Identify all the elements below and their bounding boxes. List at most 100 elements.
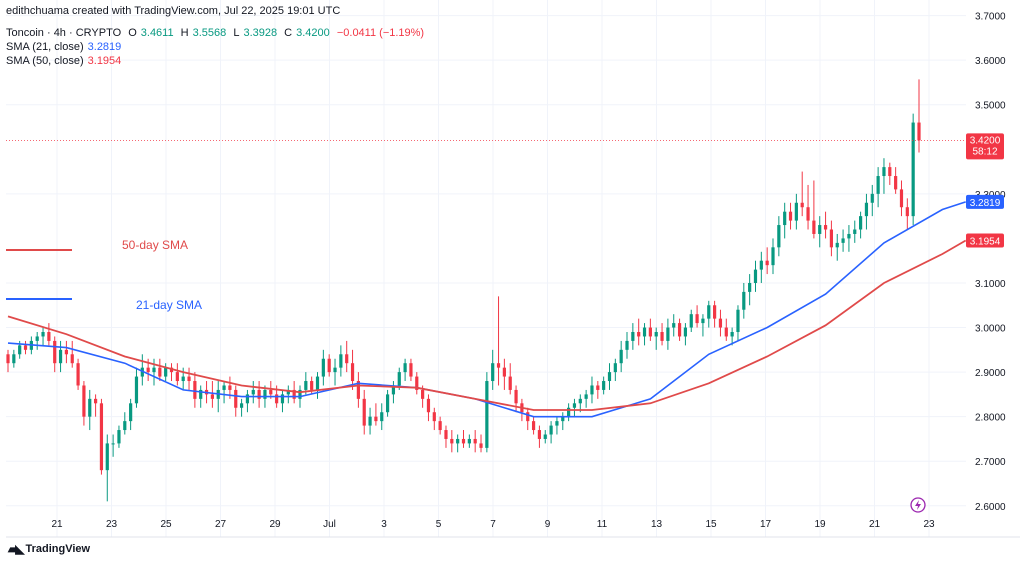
candle-body — [771, 247, 775, 266]
candle-body — [567, 407, 571, 417]
candle-body — [590, 385, 594, 395]
candle-body — [496, 363, 501, 368]
candle-body — [263, 389, 267, 399]
candle-body — [82, 385, 86, 417]
candle-body — [239, 403, 244, 408]
x-tick-label: 19 — [814, 519, 826, 530]
candle-body — [823, 225, 828, 230]
candle-body — [531, 421, 536, 431]
x-tick-label: 27 — [215, 519, 227, 530]
flash-icon[interactable] — [910, 497, 926, 513]
candle-body — [788, 211, 793, 221]
y-tick-label: 2.7000 — [975, 457, 1006, 468]
candle-body — [835, 242, 839, 248]
candle-body — [450, 438, 454, 444]
candle-body — [654, 332, 658, 337]
candle-body — [12, 354, 16, 364]
candle-body — [134, 376, 139, 404]
candle-body — [345, 354, 349, 364]
x-tick-label: 15 — [705, 519, 717, 530]
candle-body — [152, 367, 156, 373]
candle-body — [292, 389, 296, 399]
candle-body — [199, 389, 203, 399]
candle-body — [6, 354, 10, 364]
high-value: 3.5568 — [192, 27, 227, 39]
x-tick-label: 29 — [269, 519, 281, 530]
sma21-legend[interactable]: SMA (21, close) 3.2819 — [6, 41, 125, 53]
y-tick-label: 3.6000 — [975, 56, 1006, 67]
candle-body — [514, 389, 518, 404]
candle-body — [888, 167, 892, 177]
candle-body — [175, 372, 179, 382]
high-label: H — [180, 27, 189, 39]
candle-body — [555, 421, 559, 426]
x-tick-label: 5 — [436, 519, 442, 530]
candle-body — [882, 167, 886, 177]
candle-body — [607, 372, 612, 382]
sma50-legend-label: SMA (50, close) — [6, 55, 84, 67]
candle-body — [899, 189, 904, 208]
sma50-legend[interactable]: SMA (50, close) 3.1954 — [6, 55, 125, 67]
time-axis[interactable]: 21 23 25 27 29 Jul 3 5 7 9 11 13 15 17 19 21 23 — [6, 519, 1020, 538]
candle-body — [718, 318, 723, 328]
price-labels: 3.4200 58:12 3.2819 3.1954 — [6, 133, 1004, 248]
creator-text: edithchuama created with TradingView.com… — [6, 5, 341, 17]
creator-line: edithchuama created with TradingView.com… — [6, 5, 344, 17]
candle-body — [193, 381, 197, 399]
candle-body — [859, 216, 863, 230]
candle-body — [438, 421, 442, 431]
candle-body — [339, 354, 343, 368]
price-axis-bg — [966, 0, 1024, 537]
candle-body — [129, 403, 133, 422]
last-price-value: 3.4200 — [970, 135, 1001, 146]
tradingview-logo-text: TradingView — [25, 543, 91, 555]
candle-body — [105, 443, 109, 471]
candle-body — [88, 398, 92, 417]
candle-body — [683, 327, 688, 337]
candle-body — [794, 202, 798, 221]
y-tick-label: 2.6000 — [975, 502, 1006, 513]
candle-body — [537, 430, 542, 439]
candle-body — [672, 323, 676, 328]
chart-grid — [6, 0, 966, 537]
y-tick-label: 3.7000 — [975, 12, 1006, 23]
sma50-legend-value: 3.1954 — [87, 55, 122, 67]
candle-body — [35, 336, 39, 341]
candle-body — [117, 430, 121, 444]
candle-body — [467, 438, 471, 444]
candle-body — [368, 416, 372, 426]
candle-body — [362, 398, 366, 426]
candle-body — [847, 233, 851, 239]
tradingview-logo[interactable]: ▰◣ TradingView — [8, 542, 90, 556]
candle-body — [432, 412, 436, 422]
x-tick-label: 21 — [51, 519, 63, 530]
candle-body — [426, 398, 431, 413]
candle-body — [146, 367, 150, 373]
sma21-price-value: 3.2819 — [970, 198, 1001, 209]
candle-body — [561, 416, 565, 422]
candle-body — [47, 332, 51, 341]
sma21-price-badge — [966, 194, 1004, 209]
candle-body — [742, 291, 746, 310]
candle-body — [286, 389, 290, 395]
candle-body — [23, 345, 28, 350]
symbol-label[interactable]: Toncoin · 4h · CRYPTO — [6, 27, 122, 39]
price-axis[interactable]: 3.70003.60003.50003.30003.10003.00002.90… — [966, 0, 1024, 537]
candle-body — [93, 398, 98, 404]
candle-body — [280, 394, 285, 404]
candle-body — [391, 385, 396, 395]
candle-body — [549, 425, 553, 435]
candle-body — [485, 381, 489, 448]
candle-body — [660, 332, 664, 341]
candle-body — [736, 309, 740, 333]
x-tick-label: 21 — [869, 519, 881, 530]
candle-body — [578, 398, 582, 404]
candle-body — [234, 389, 238, 408]
candle-body — [707, 305, 711, 319]
change-value: −0.0411 (−1.19%) — [336, 27, 425, 39]
candle-body — [870, 193, 874, 203]
candle-body — [456, 438, 460, 444]
x-tick-label: 3 — [381, 519, 387, 530]
